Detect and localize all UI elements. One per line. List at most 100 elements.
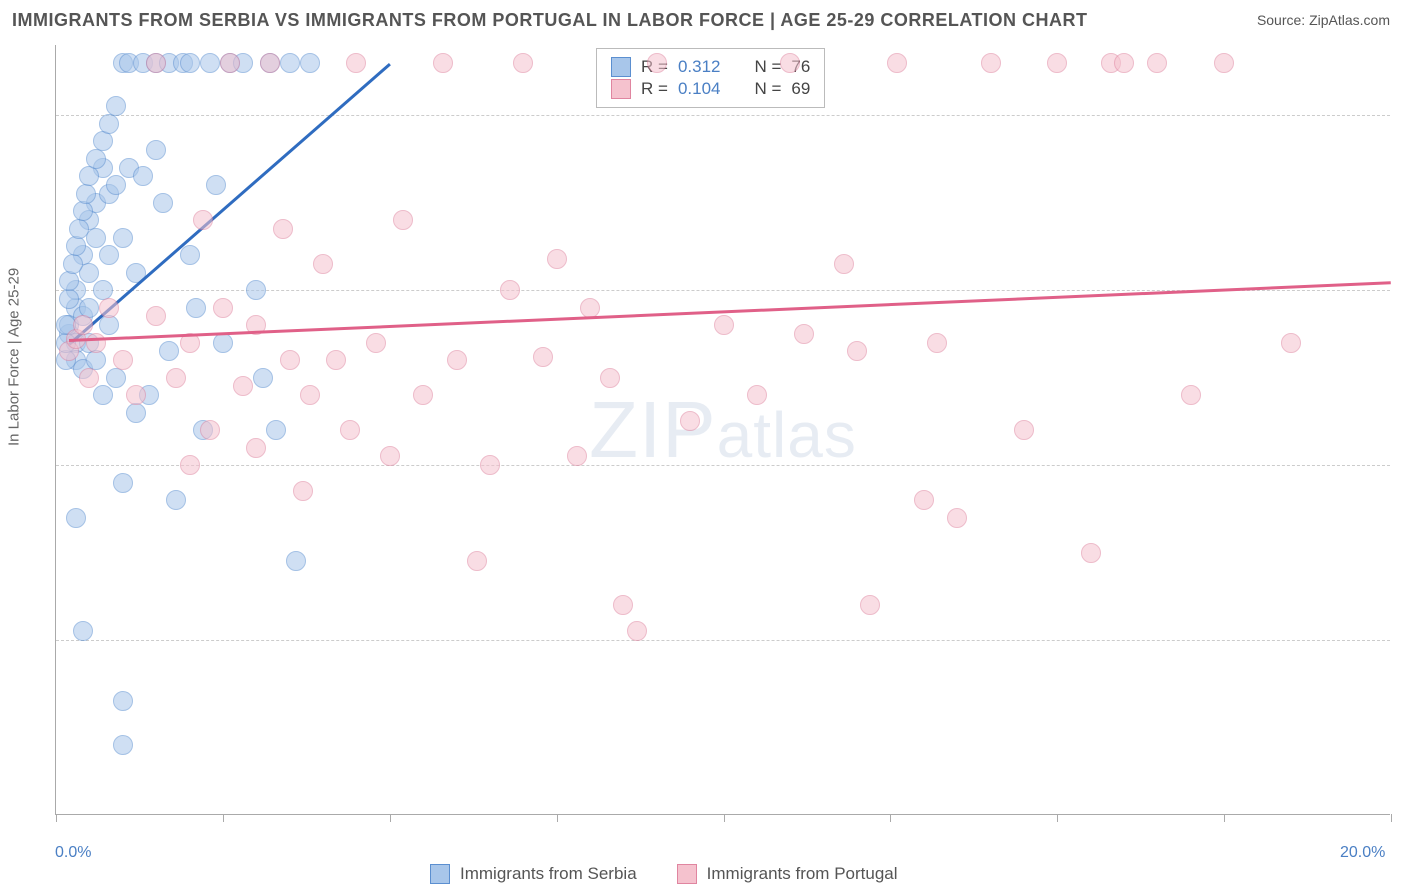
r-value: 0.312 [678,57,721,77]
n-value: 69 [791,79,810,99]
data-point [166,490,186,510]
legend-label: Immigrants from Serbia [460,864,637,884]
data-point [780,53,800,73]
x-tick [223,814,224,822]
data-point [513,53,533,73]
data-point [246,438,266,458]
data-point [220,53,240,73]
data-point [794,324,814,344]
x-tick [557,814,558,822]
y-tick-label: 80.0% [1400,456,1406,474]
data-point [340,420,360,440]
plot-area: ZIPatlas R =0.312N =76R =0.104N =69 70.0… [55,45,1390,815]
data-point [280,350,300,370]
data-point [79,166,99,186]
data-point [580,298,600,318]
data-point [73,201,93,221]
x-tick [890,814,891,822]
data-point [159,341,179,361]
gridline [56,115,1390,116]
data-point [113,350,133,370]
data-point [914,490,934,510]
watermark: ZIPatlas [589,384,857,476]
legend-swatch [430,864,450,884]
data-point [714,315,734,335]
data-point [1281,333,1301,353]
x-tick [390,814,391,822]
data-point [393,210,413,230]
data-point [86,333,106,353]
data-point [59,289,79,309]
data-point [66,508,86,528]
x-tick [1224,814,1225,822]
data-point [834,254,854,274]
data-point [213,298,233,318]
data-point [366,333,386,353]
data-point [99,315,119,335]
data-point [433,53,453,73]
data-point [79,368,99,388]
legend-item: Immigrants from Serbia [430,864,637,884]
data-point [1114,53,1134,73]
x-tick [1057,814,1058,822]
data-point [1214,53,1234,73]
data-point [280,53,300,73]
data-point [193,210,213,230]
data-point [413,385,433,405]
data-point [180,245,200,265]
data-point [627,621,647,641]
data-point [113,228,133,248]
data-point [647,53,667,73]
data-point [180,53,200,73]
data-point [346,53,366,73]
legend-row: R =0.104N =69 [611,79,810,99]
data-point [260,53,280,73]
y-axis-label: In Labor Force | Age 25-29 [6,268,23,446]
data-point [106,96,126,116]
data-point [99,114,119,134]
data-point [153,193,173,213]
data-point [180,455,200,475]
data-point [500,280,520,300]
data-point [613,595,633,615]
data-point [113,691,133,711]
data-point [253,368,273,388]
data-point [93,385,113,405]
data-point [69,219,89,239]
data-point [63,254,83,274]
n-label: N = [754,57,781,77]
data-point [73,315,93,335]
y-tick-label: 70.0% [1400,631,1406,649]
data-point [146,53,166,73]
chart-title: IMMIGRANTS FROM SERBIA VS IMMIGRANTS FRO… [12,10,1088,31]
data-point [680,411,700,431]
data-point [200,53,220,73]
gridline [56,640,1390,641]
data-point [1147,53,1167,73]
data-point [59,271,79,291]
data-point [206,175,226,195]
data-point [480,455,500,475]
data-point [887,53,907,73]
data-point [93,131,113,151]
legend-label: Immigrants from Portugal [707,864,898,884]
legend-series: Immigrants from Serbia Immigrants from Po… [430,864,898,884]
data-point [1181,385,1201,405]
data-point [186,298,206,318]
data-point [99,245,119,265]
data-point [293,481,313,501]
legend-swatch [611,57,631,77]
data-point [76,184,96,204]
data-point [860,595,880,615]
data-point [1014,420,1034,440]
legend-swatch [611,79,631,99]
data-point [273,219,293,239]
data-point [106,175,126,195]
data-point [567,446,587,466]
gridline [56,465,1390,466]
n-label: N = [754,79,781,99]
x-tick-label: 0.0% [55,844,91,862]
data-point [166,368,186,388]
data-point [447,350,467,370]
data-point [747,385,767,405]
